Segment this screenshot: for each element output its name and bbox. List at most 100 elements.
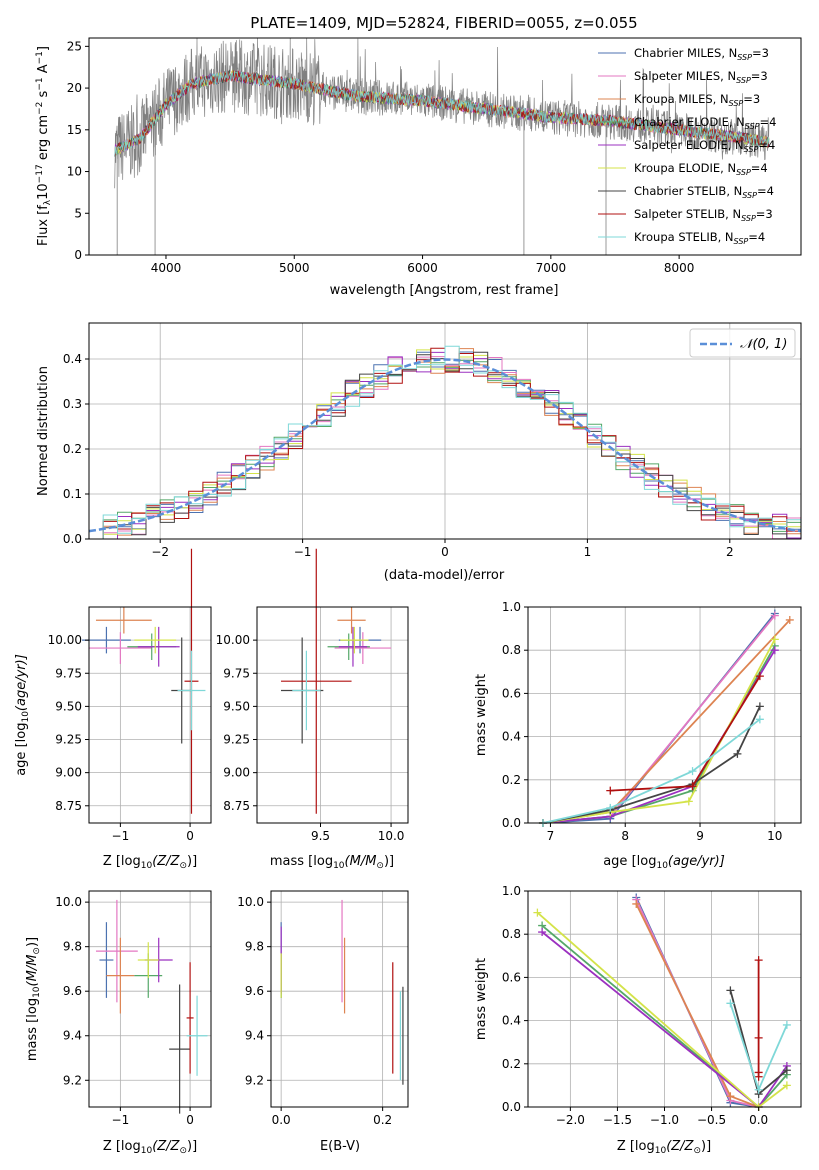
weight-line [542, 718, 761, 824]
legend-label: Salpeter MILES, NSSP=3 [634, 69, 768, 85]
legend-label: Kroupa STELIB, NSSP=4 [634, 230, 765, 246]
x-tick-label: 0 [441, 545, 449, 559]
y-tick-label: 9.50 [55, 699, 82, 713]
x-tick-label: 7 [547, 829, 555, 843]
model-spectrum [114, 71, 770, 157]
y-tick-label: 10.00 [48, 633, 82, 647]
legend-label: Salpeter ELODIE, NSSP=4 [634, 138, 775, 154]
x-tick-label: 4000 [151, 261, 182, 275]
x-tick-label: 6000 [407, 261, 438, 275]
x-tick-label: 2 [726, 545, 734, 559]
weight-line [635, 897, 759, 1108]
y-tick-label: 9.6 [245, 984, 264, 998]
spectrum-title: PLATE=1409, MJD=52824, FIBERID=0055, z=0… [250, 14, 637, 32]
y-tick-label: 0.4 [502, 730, 521, 744]
residual-histogram-panel: −2 −1 0 1 2 0.0 0.1 0.2 0.3 0.4 (data-model)/erro… [36, 322, 802, 583]
y-tick-label: 0.8 [502, 643, 521, 657]
y-tick-label: 9.50 [223, 699, 250, 713]
legend-label: Kroupa MILES, NSSP=3 [634, 92, 760, 108]
spectrum-ylabel: Flux [fλ10−17 erg cm−2 s−1 A−1] [35, 46, 53, 246]
legend-label: Chabrier ELODIE, NSSP=4 [634, 115, 776, 131]
weight-marker [754, 1072, 763, 1081]
y-tick-label: 0.4 [502, 1014, 521, 1028]
x-tick-label: −2 [151, 545, 169, 559]
residual-histograms [88, 345, 802, 540]
errorbar-panel-6: 0.0 0.2 9.2 9.4 9.6 9.8 10.0 E(B-V) [237, 890, 409, 1154]
normal-curve [88, 358, 802, 533]
mass-weight-panel-7: −2.0 −1.5 −1.0 −0.5 0.0 0.0 0.2 0.4 0.6 0.8 1.0 Z [… [474, 884, 802, 1156]
age-weight-xlabel: age [log10(age/yr)] [603, 854, 725, 871]
model-spectrum [114, 70, 770, 157]
y-tick-label: 10.0 [237, 895, 264, 909]
spectrum-panel: PLATE=1409, MJD=52824, FIBERID=0055, z=0… [35, 14, 802, 298]
x-tick-label: 9 [696, 829, 704, 843]
spectrum-xlabel: wavelength [Angstrom, rest frame] [330, 283, 559, 298]
age-z-xlabel: Z [log10(Z/Z⊙)] [103, 854, 197, 871]
histogram-legend: 𝒩(0, 1) [689, 328, 796, 358]
mass-z-xlabel: Z [log10(Z/Z⊙)] [103, 1139, 197, 1156]
weight-marker [754, 956, 763, 965]
y-tick-label: 1.0 [502, 600, 521, 614]
weight-marker [733, 749, 742, 758]
x-tick-label: 8 [621, 829, 629, 843]
legend-label: Salpeter STELIB, NSSP=3 [634, 207, 773, 223]
x-tick-label: 5000 [279, 261, 310, 275]
spectrum-frame [88, 37, 802, 256]
y-tick-label: 10 [67, 165, 82, 179]
errorbar-panel-2: −1 0 8.75 9.00 9.25 9.50 9.75 10.00 Z [log10(Z/Z… [14, 548, 212, 871]
y-tick-label: 5 [74, 206, 82, 220]
weight-marker [533, 908, 542, 917]
x-tick-label: 0.0 [272, 1113, 291, 1127]
y-tick-label: 0.8 [502, 927, 521, 941]
y-tick-label: 9.6 [63, 984, 82, 998]
y-tick-label: 0.2 [63, 442, 82, 456]
x-tick-label: −1 [294, 545, 312, 559]
weight-marker [782, 1020, 791, 1029]
x-tick-label: 8000 [664, 261, 695, 275]
panel-frame [88, 606, 212, 824]
residual-histogram [89, 345, 801, 540]
y-tick-label: 10.0 [55, 895, 82, 909]
y-tick-label: 9.8 [245, 940, 264, 954]
weight-marker [770, 646, 779, 655]
panel-frame [256, 606, 409, 824]
y-tick-label: 9.00 [223, 766, 250, 780]
panel-frame [88, 890, 212, 1108]
y-tick-label: 9.2 [245, 1073, 264, 1087]
y-tick-label: 15 [67, 123, 82, 137]
y-tick-label: 9.25 [223, 733, 250, 747]
y-tick-label: 0.2 [502, 773, 521, 787]
y-tick-label: 20 [67, 81, 82, 95]
weight-marker [606, 786, 615, 795]
x-tick-label: −0.5 [697, 1113, 726, 1127]
weight-marker [688, 767, 697, 776]
legend-label: Kroupa ELODIE, NSSP=4 [634, 161, 768, 177]
weight-line [542, 706, 761, 824]
y-tick-label: 9.4 [63, 1029, 82, 1043]
errorbar-panel-3: 9.5 10.0 8.75 9.00 9.25 9.50 9.75 10.00 mass [lo… [216, 548, 409, 871]
y-tick-label: 9.00 [55, 766, 82, 780]
z-weight-xlabel: Z [log10(Z/Z⊙)] [617, 1139, 711, 1156]
y-tick-label: 9.75 [55, 666, 82, 680]
y-tick-label: 10.00 [216, 633, 250, 647]
panel-frame [527, 606, 802, 824]
y-tick-label: 0.3 [63, 397, 82, 411]
weight-marker [754, 1085, 763, 1094]
weight-line [635, 899, 759, 1108]
x-tick-label: 7000 [536, 261, 567, 275]
weight-marker [770, 611, 779, 620]
y-tick-label: 0.0 [502, 816, 521, 830]
x-tick-label: −1 [112, 1113, 130, 1127]
x-tick-label: −1 [112, 829, 130, 843]
weight-marker [726, 986, 735, 995]
weight-ylabel: mass weight [474, 674, 489, 756]
weight-line [542, 615, 776, 824]
y-tick-label: 0.6 [502, 686, 521, 700]
y-tick-label: 9.25 [55, 733, 82, 747]
weight-marker [538, 928, 547, 937]
y-tick-label: 9.4 [245, 1029, 264, 1043]
weight-marker [726, 1092, 735, 1101]
x-tick-label: 10.0 [378, 829, 405, 843]
x-tick-label: −1.0 [650, 1113, 679, 1127]
errorbar-panel-5: −1 0 9.2 9.4 9.6 9.8 10.0 Z [log10(Z/Z⊙)] mass [… [25, 890, 212, 1156]
